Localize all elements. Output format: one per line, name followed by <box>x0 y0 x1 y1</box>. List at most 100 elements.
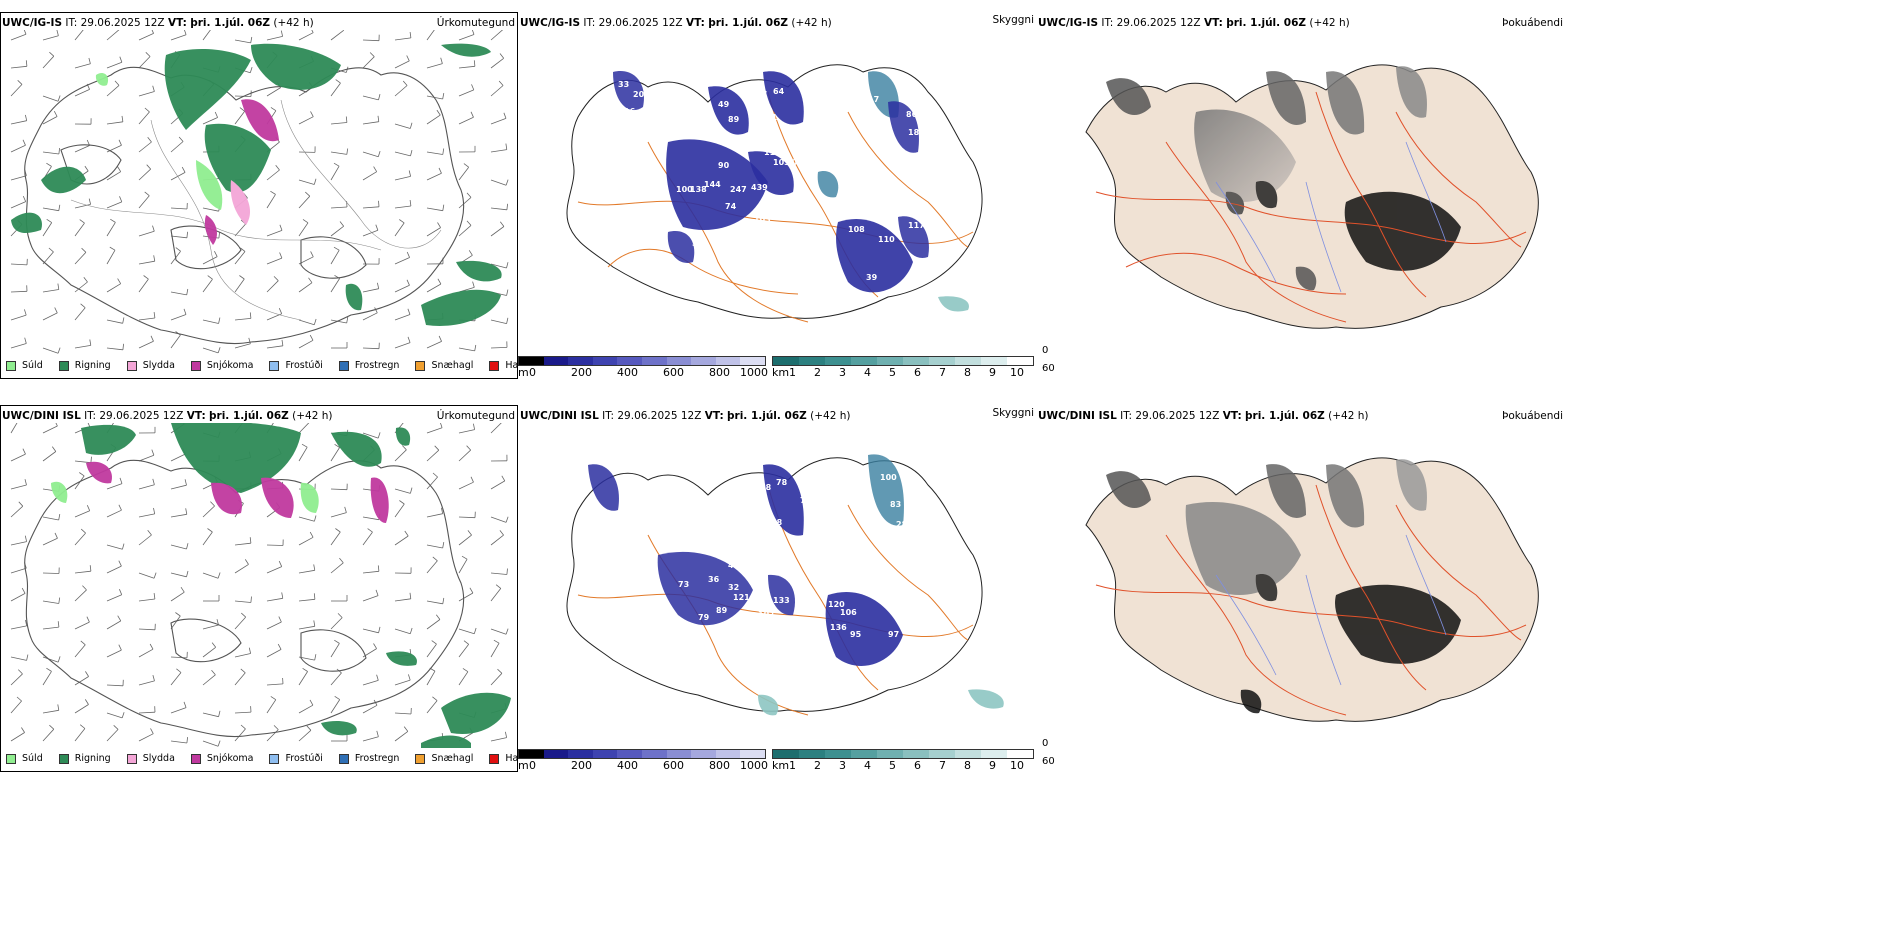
legend-swatch <box>126 360 137 371</box>
wind-barb-flag <box>334 639 340 644</box>
scale-tick: 1000 <box>740 759 768 772</box>
wind-barb <box>202 207 219 212</box>
wind-barb-flag <box>378 626 381 633</box>
wind-barb-flag <box>501 475 506 482</box>
legend-label: Snjókoma <box>206 753 254 764</box>
wind-barb <box>490 319 507 324</box>
wind-barb-flag <box>180 586 185 593</box>
wind-barb-flag <box>146 164 151 170</box>
ceiling-value: 88 <box>760 483 772 492</box>
wind-barb <box>362 151 379 158</box>
wind-barb-flag <box>497 668 503 674</box>
wind-barb-flag <box>399 219 405 224</box>
it-value: 29.06.2025 12Z <box>598 17 683 29</box>
wind-barb <box>426 283 442 293</box>
wind-barb-flag <box>80 303 86 309</box>
wind-barb <box>202 572 219 579</box>
wind-barb-flag <box>306 725 312 731</box>
wind-barb-flag <box>432 696 438 701</box>
ceiling-value: 73 <box>678 580 689 589</box>
fog-legend-black: 0 <box>1042 345 1049 356</box>
precip-areas <box>11 43 502 326</box>
wind-barb-flag <box>57 95 61 102</box>
wind-barb <box>10 84 23 97</box>
wind-barb-flag <box>373 643 377 649</box>
wind-barb-flag <box>474 344 477 351</box>
wind-barb <box>394 535 409 546</box>
wind-barb <box>74 644 86 658</box>
wind-barb <box>298 516 315 522</box>
wind-barb <box>234 653 251 658</box>
wind-barb-flag <box>239 275 245 280</box>
wind-barb <box>106 30 120 41</box>
wind-barb <box>362 595 379 602</box>
wind-barb <box>10 593 26 602</box>
wind-barb-flag <box>375 589 379 596</box>
panel-type-label: Þokuábendi <box>1502 410 1563 422</box>
panel-title: UWC/DINI ISL IT: 29.06.2025 12Z VT: þri.… <box>1038 410 1368 422</box>
wind-barb-flag <box>186 737 188 744</box>
ceiling-value: 16 <box>624 107 636 116</box>
wind-barb <box>234 39 251 44</box>
wind-barb-flag <box>48 247 54 253</box>
wind-barb-flag <box>118 504 122 511</box>
wind-barb <box>138 648 154 658</box>
wind-barb <box>42 35 59 41</box>
wind-barb-flag <box>119 477 123 484</box>
wind-barb-flag <box>470 476 474 483</box>
scale-tick: 9 <box>989 366 996 379</box>
wind-barb <box>10 700 22 714</box>
wind-barb <box>106 729 119 742</box>
wind-barb <box>106 712 123 719</box>
wind-barb <box>42 222 53 237</box>
wind-barb-flag <box>431 640 437 645</box>
wind-barb <box>170 172 186 181</box>
wind-barb <box>74 345 91 349</box>
ceiling-value: 88 <box>771 201 783 210</box>
wind-barb <box>10 656 27 661</box>
wind-barb <box>10 453 26 462</box>
wind-barb <box>106 144 122 153</box>
ceiling-value: 144 <box>704 180 721 189</box>
wind-barb <box>74 281 88 293</box>
wind-barb <box>74 307 86 321</box>
wind-barb <box>394 314 411 321</box>
wind-barb-flag <box>218 317 221 324</box>
wind-barb-flag <box>309 334 314 341</box>
wind-barb <box>106 249 116 265</box>
wind-barb <box>394 731 409 742</box>
wind-barb <box>458 628 475 635</box>
wind-barb <box>170 591 185 602</box>
ceiling-value: 20 <box>633 90 645 99</box>
scale-tick: 6 <box>914 759 921 772</box>
wind-barb-flag <box>468 250 473 256</box>
vt-label: VT: <box>167 17 187 29</box>
fog-shading <box>1106 66 1461 291</box>
wind-barb-flag <box>88 198 91 205</box>
wind-barb-flag <box>402 80 408 86</box>
vt-value: þri. 1.júl. 06Z <box>708 17 789 29</box>
wind-barb <box>266 699 277 714</box>
wind-barb <box>394 598 411 602</box>
wind-barb-flag <box>207 528 213 533</box>
wind-barb <box>202 505 215 518</box>
it-label: IT: <box>84 410 97 422</box>
precip-map <box>10 30 509 354</box>
wind-barb <box>10 343 27 349</box>
panel-title: UWC/IG-IS IT: 29.06.2025 12Z VT: þri. 1.… <box>1038 17 1350 29</box>
wind-barb <box>74 621 90 630</box>
wind-barb <box>170 207 188 210</box>
visibility-colorbar <box>772 749 1034 759</box>
legend-item: Snjókoma <box>190 360 253 371</box>
wind-barb-flag <box>16 696 22 702</box>
wind-barb-flag <box>376 730 379 737</box>
legend-swatch <box>190 360 201 371</box>
fog-legend-values: 0 60 <box>1042 342 1072 382</box>
wind-barb <box>202 30 211 41</box>
wind-barb <box>426 30 435 41</box>
wind-barb-flag <box>410 149 413 157</box>
ceiling-value: 29 <box>838 533 850 542</box>
visibility-scale <box>772 356 1034 366</box>
scale-tick: 1 <box>789 366 796 379</box>
wind-barb-flag <box>119 196 123 203</box>
